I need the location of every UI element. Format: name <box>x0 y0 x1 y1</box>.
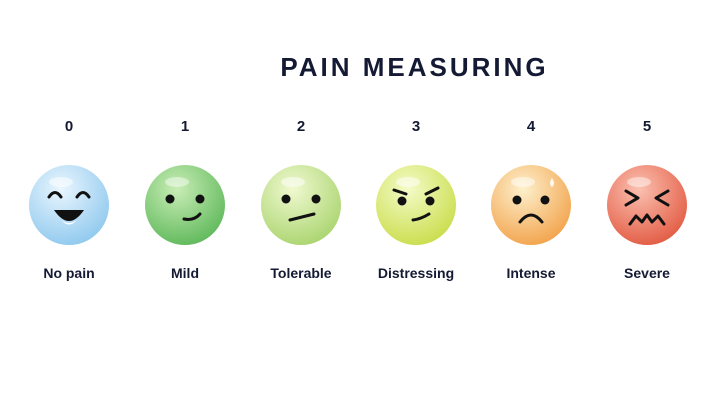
scale-item-3: 3 Distressing <box>356 118 476 298</box>
scale-value: 3 <box>411 118 421 135</box>
page-title: PAIN MEASURING <box>280 52 549 82</box>
scale-label: Tolerable <box>270 265 332 281</box>
smiling-face-icon <box>145 165 225 245</box>
scale-label: Mild <box>171 265 199 281</box>
laughing-face-icon <box>29 165 109 245</box>
frowning-face-icon <box>376 165 456 245</box>
scale-label: No pain <box>43 265 95 281</box>
scale-value: 1 <box>180 118 190 135</box>
scale-label: Severe <box>624 265 670 281</box>
scale-item-1: 1 Mild <box>125 118 245 298</box>
grimacing-face-icon <box>607 165 687 245</box>
scale-value: 0 <box>64 118 74 135</box>
scale-value: 2 <box>296 118 306 135</box>
scale-label: Intense <box>506 265 556 281</box>
neutral-face-icon <box>261 165 341 245</box>
scale-item-4: 4 Intense <box>471 118 591 298</box>
scale-item-5: 5 Severe <box>587 118 707 298</box>
scale-item-0: 0 No pain <box>9 118 129 298</box>
sad-face-icon <box>491 165 571 245</box>
scale-value: 4 <box>526 118 536 135</box>
scale-item-2: 2 Tolerable <box>241 118 361 298</box>
scale-value: 5 <box>642 118 652 135</box>
scale-label: Distressing <box>377 265 455 281</box>
pain-scale: 0 No pain 1 <box>0 118 719 298</box>
